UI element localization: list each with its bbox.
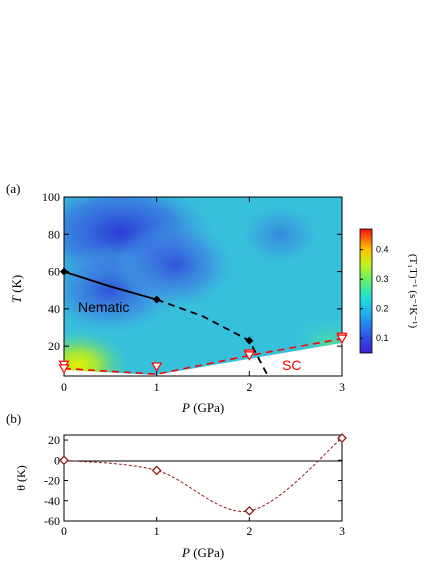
panel-a-ylabel: T (K) xyxy=(9,275,24,304)
colorbar-ticks: 0.1 0.2 0.3 0.4 xyxy=(360,245,389,343)
nematic-point xyxy=(60,267,68,276)
y-tick-label: -40 xyxy=(44,494,60,508)
sc-point xyxy=(243,351,255,361)
colorbar xyxy=(359,228,373,354)
nematic-label: Nematic xyxy=(78,299,129,315)
panel-a-frame xyxy=(63,196,343,377)
y-tick-label: 40 xyxy=(48,302,60,316)
y-tick-label: 80 xyxy=(48,227,60,241)
x-tick-label: 0 xyxy=(61,380,67,394)
x-tick-label: 2 xyxy=(246,524,252,538)
sc-lines xyxy=(63,337,343,375)
heatmap xyxy=(64,197,342,376)
sc-points xyxy=(58,332,348,374)
x-tick-label: 2 xyxy=(246,380,252,394)
sc-point xyxy=(336,334,348,344)
y-tick-label: -60 xyxy=(44,514,60,528)
nematic-line-solid xyxy=(63,270,157,301)
x-tick-label: 1 xyxy=(154,380,160,394)
y-tick-label: 20 xyxy=(48,433,60,447)
x-tick-label: 1 xyxy=(154,524,160,538)
theta-point xyxy=(337,433,347,443)
y-tick-label: -20 xyxy=(44,474,60,488)
panel-b-ylabel: θ (K) xyxy=(14,465,28,490)
sc-label: SC xyxy=(282,357,301,373)
nematic-point xyxy=(152,295,161,304)
panel-b-xlabel: P (GPa) xyxy=(181,545,224,560)
panel-a-xlabel: P (GPa) xyxy=(181,400,224,415)
cbar-tick-label: 0.3 xyxy=(376,274,389,284)
x-tick-label: 3 xyxy=(339,524,345,538)
panel-b-label: (b) xyxy=(6,411,21,426)
colorbar-label: (T₁T)⁻¹ (s⁻¹K⁻¹) xyxy=(407,254,419,329)
theta-point xyxy=(151,465,162,476)
x-tick-label: 3 xyxy=(339,380,345,394)
nematic-line-dashed xyxy=(156,298,269,377)
theta-point xyxy=(59,455,69,466)
y-tick-label: 0 xyxy=(54,453,60,467)
panel-a-label: (a) xyxy=(6,181,20,196)
panel-a-y-ticks: 20 40 60 80 100 xyxy=(42,190,342,353)
nematic-points xyxy=(60,267,254,345)
sc-point xyxy=(151,362,163,372)
theta-points xyxy=(59,433,347,516)
nematic-point xyxy=(245,336,254,345)
y-tick-label: 100 xyxy=(42,190,60,204)
panel-b-frame xyxy=(63,434,343,522)
sc-line-dashed xyxy=(63,337,343,375)
panel-b-y-ticks: 20 0 -20 -40 -60 xyxy=(44,433,342,528)
theta-point xyxy=(244,505,255,516)
cbar-tick-label: 0.2 xyxy=(376,304,389,314)
sc-point xyxy=(58,364,70,374)
cbar-tick-label: 0.4 xyxy=(376,245,389,255)
panel-b-x-ticks: 0 1 2 3 xyxy=(61,517,345,538)
cbar-tick-label: 0.1 xyxy=(376,333,389,343)
theta-line xyxy=(63,437,343,512)
nematic-lines xyxy=(63,270,269,377)
theta-curve xyxy=(63,437,343,512)
x-tick-label: 0 xyxy=(61,524,67,538)
y-tick-label: 60 xyxy=(48,265,60,279)
y-tick-label: 20 xyxy=(48,339,60,353)
